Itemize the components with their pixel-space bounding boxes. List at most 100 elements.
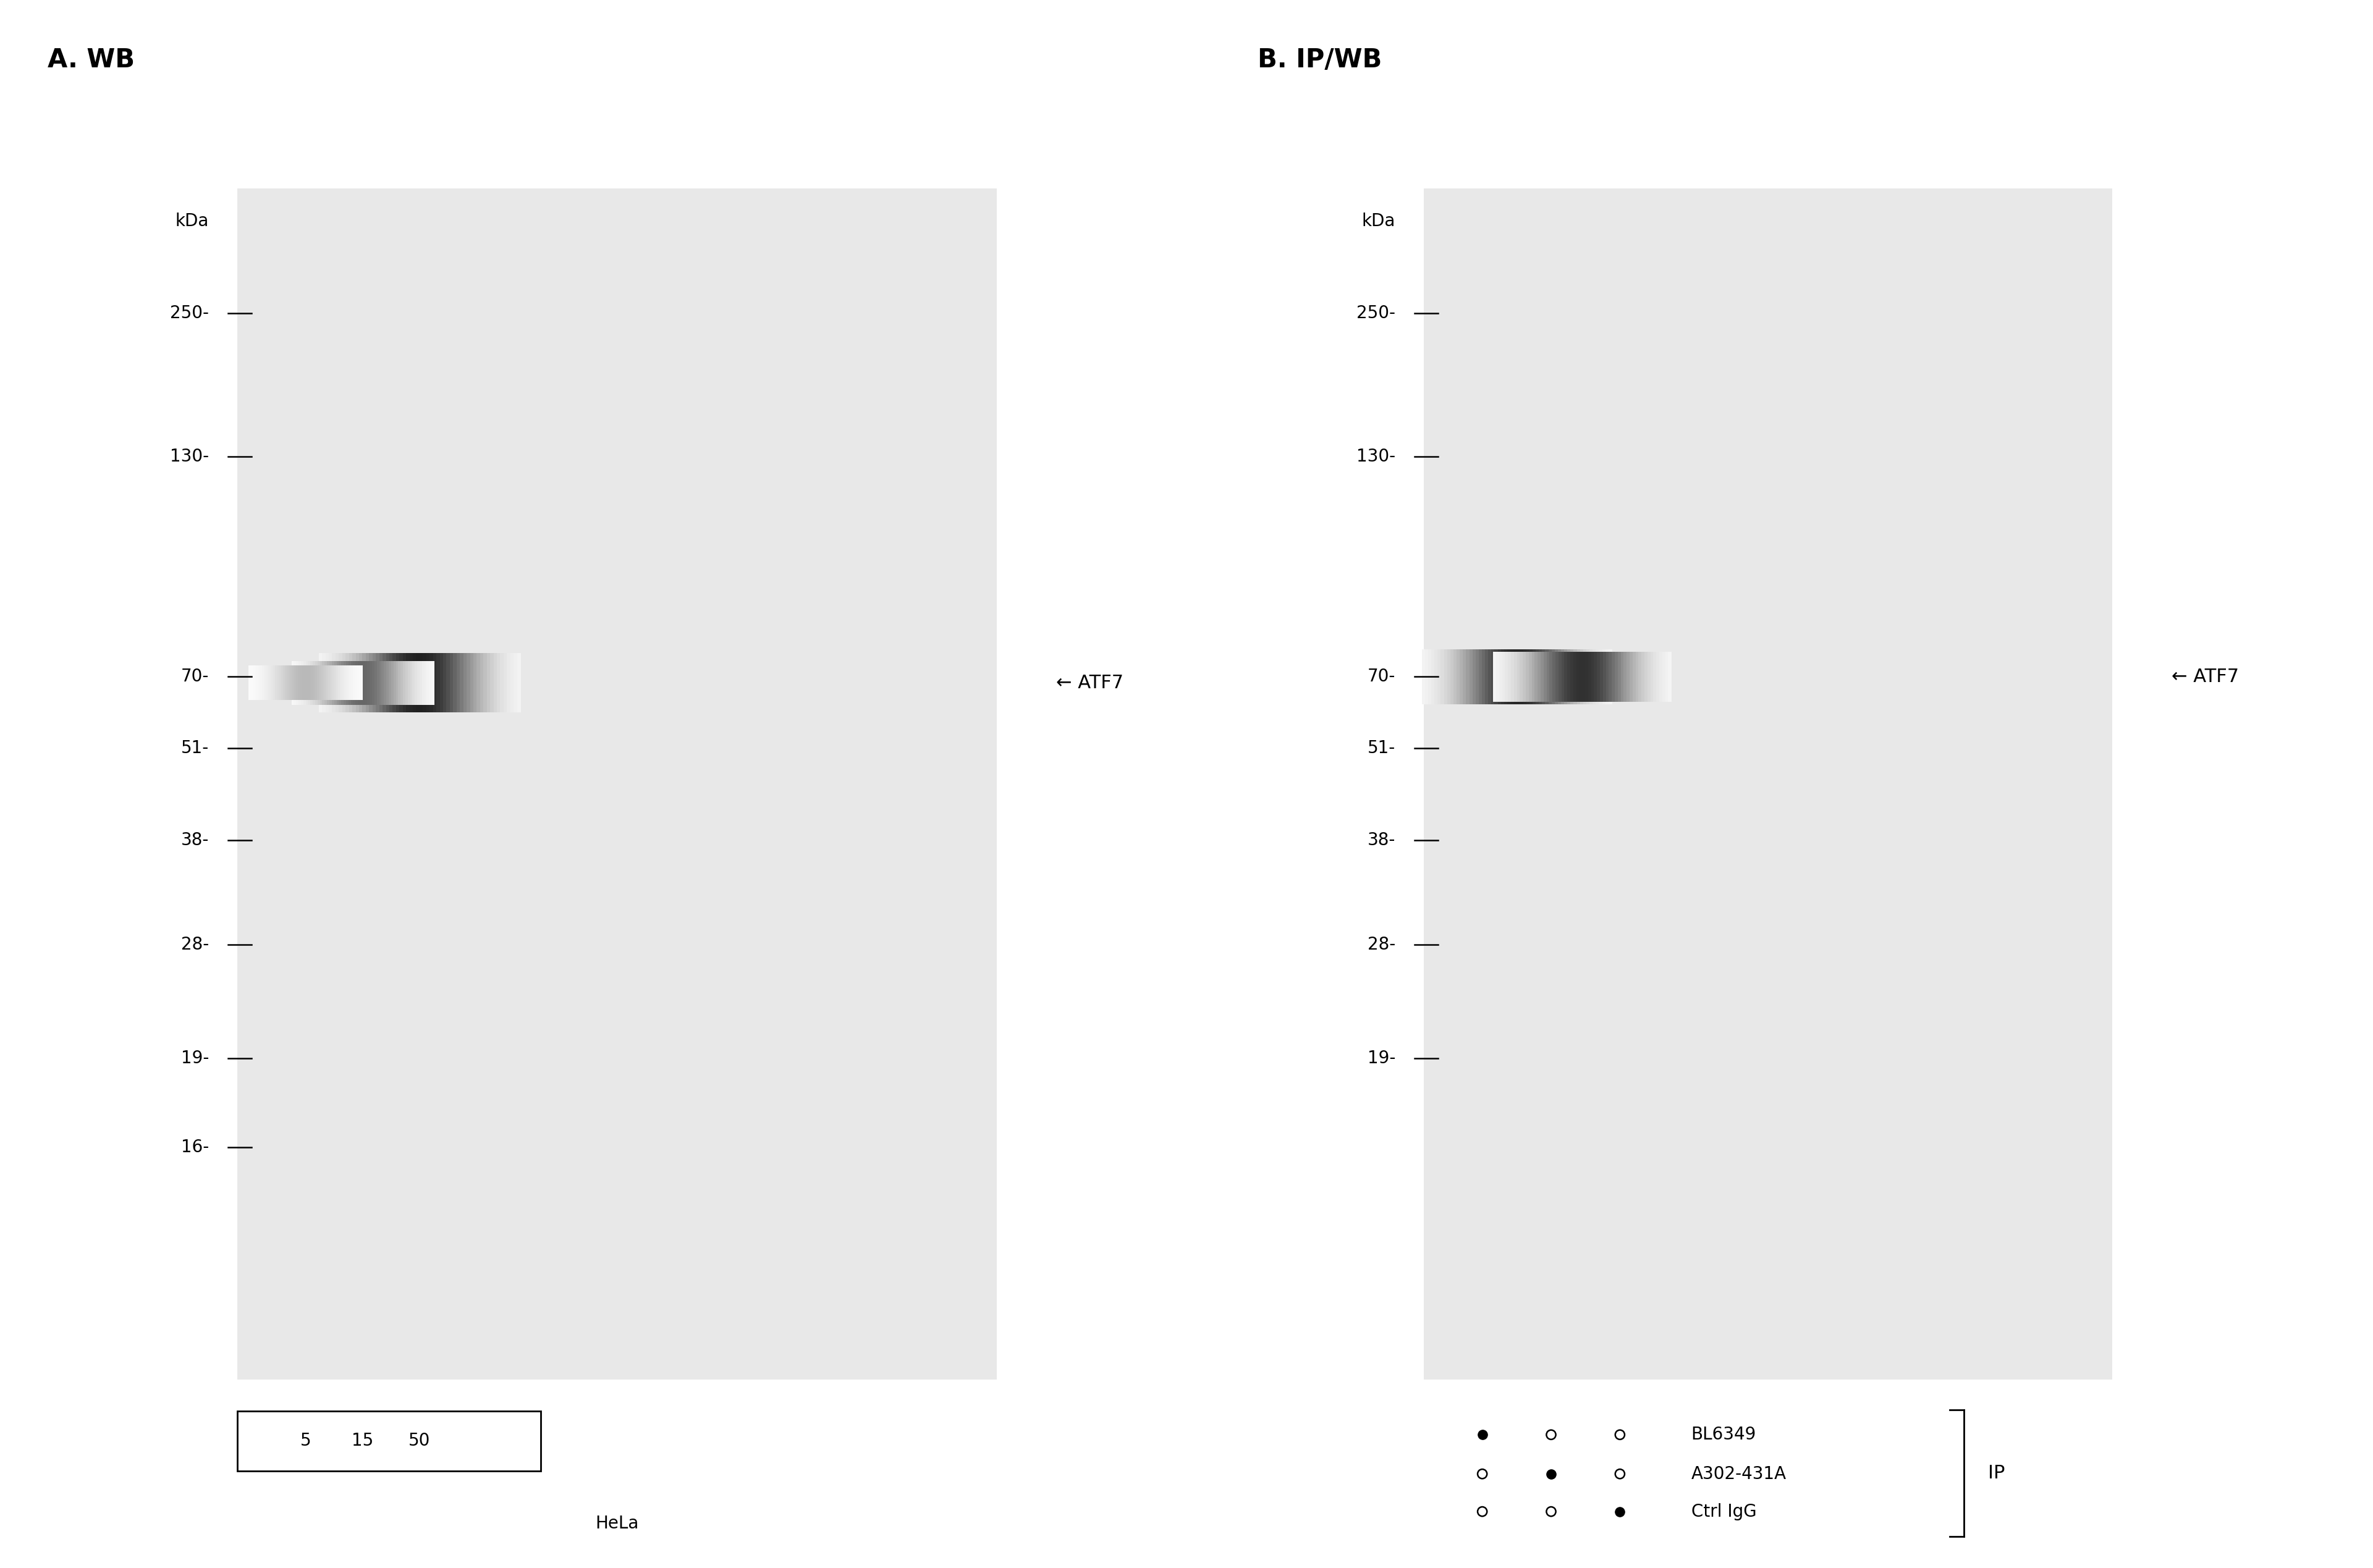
Bar [420, 660, 422, 704]
Bar [1607, 652, 1609, 702]
Bar [491, 652, 494, 712]
Bar [1590, 649, 1592, 704]
Bar [1424, 649, 1429, 704]
Bar [408, 660, 411, 704]
Bar [1535, 652, 1538, 702]
Bar [415, 652, 420, 712]
Bar [339, 660, 342, 704]
Bar [463, 652, 467, 712]
Bar [453, 652, 458, 712]
Bar [437, 652, 441, 712]
Bar [308, 660, 311, 704]
Bar [1462, 649, 1467, 704]
Bar [420, 652, 422, 712]
Bar [349, 660, 351, 704]
Text: 16-: 16- [180, 1138, 209, 1156]
Bar [1573, 652, 1576, 702]
Bar [1602, 649, 1607, 704]
Bar [406, 660, 408, 704]
Bar [1450, 649, 1455, 704]
Bar [1431, 649, 1436, 704]
Bar [1481, 649, 1485, 704]
Bar [387, 652, 389, 712]
Bar [318, 652, 323, 712]
Bar [1538, 649, 1542, 704]
Bar [387, 660, 389, 704]
Bar [1421, 649, 1426, 704]
Bar [411, 660, 413, 704]
Text: A302-431A: A302-431A [1692, 1465, 1787, 1483]
Bar [311, 660, 313, 704]
Bar [1559, 652, 1561, 702]
Bar [1495, 649, 1497, 704]
Bar [1580, 649, 1583, 704]
Bar [1457, 649, 1459, 704]
Bar [1599, 652, 1604, 702]
Bar [1550, 652, 1552, 702]
Bar [1597, 652, 1599, 702]
Bar [1500, 652, 1502, 702]
Bar [1602, 652, 1607, 702]
Bar [1542, 649, 1545, 704]
Bar [1526, 652, 1528, 702]
Point [1464, 1499, 1502, 1524]
Bar [1552, 652, 1557, 702]
Bar [370, 660, 373, 704]
Bar [1545, 649, 1550, 704]
Bar [1654, 652, 1656, 702]
Text: 5: 5 [301, 1432, 311, 1450]
Bar [1471, 649, 1476, 704]
Bar [1649, 652, 1654, 702]
Bar [1547, 652, 1550, 702]
Bar [517, 652, 522, 712]
Bar [432, 660, 434, 704]
Bar [1585, 652, 1588, 702]
Bar [403, 660, 406, 704]
Point [1602, 1461, 1640, 1486]
Bar [503, 652, 508, 712]
Point [1464, 1422, 1502, 1447]
Bar [1488, 649, 1493, 704]
Text: 51-: 51- [1367, 740, 1395, 757]
Text: ← ATF7: ← ATF7 [2171, 668, 2238, 685]
Bar [446, 652, 451, 712]
Text: 50: 50 [408, 1432, 430, 1450]
Bar [1630, 652, 1633, 702]
Bar [396, 652, 401, 712]
Bar [342, 652, 346, 712]
Bar [1554, 652, 1559, 702]
Bar [1571, 649, 1573, 704]
Bar [1571, 652, 1573, 702]
Bar [1507, 649, 1512, 704]
Bar [1637, 652, 1642, 702]
Bar [486, 652, 491, 712]
Bar [335, 652, 339, 712]
Bar [1516, 652, 1521, 702]
Bar [320, 660, 323, 704]
Bar [1497, 649, 1502, 704]
Bar [1590, 652, 1595, 702]
Bar [1585, 649, 1590, 704]
Bar [382, 660, 384, 704]
Bar [472, 652, 477, 712]
Bar [1448, 649, 1450, 704]
Bar [325, 660, 327, 704]
Text: 250-: 250- [171, 304, 209, 321]
Bar [368, 660, 370, 704]
Bar [422, 652, 427, 712]
Bar [1429, 649, 1431, 704]
Bar [1561, 649, 1564, 704]
Bar [418, 660, 420, 704]
Bar [1547, 649, 1552, 704]
Bar [1459, 649, 1464, 704]
Bar [346, 652, 349, 712]
Bar [1502, 652, 1504, 702]
Bar [380, 660, 382, 704]
Bar [337, 660, 339, 704]
Bar [396, 660, 399, 704]
Bar [323, 660, 325, 704]
Bar [1528, 652, 1533, 702]
Bar [1635, 652, 1640, 702]
Bar [1661, 652, 1666, 702]
Bar [403, 652, 406, 712]
